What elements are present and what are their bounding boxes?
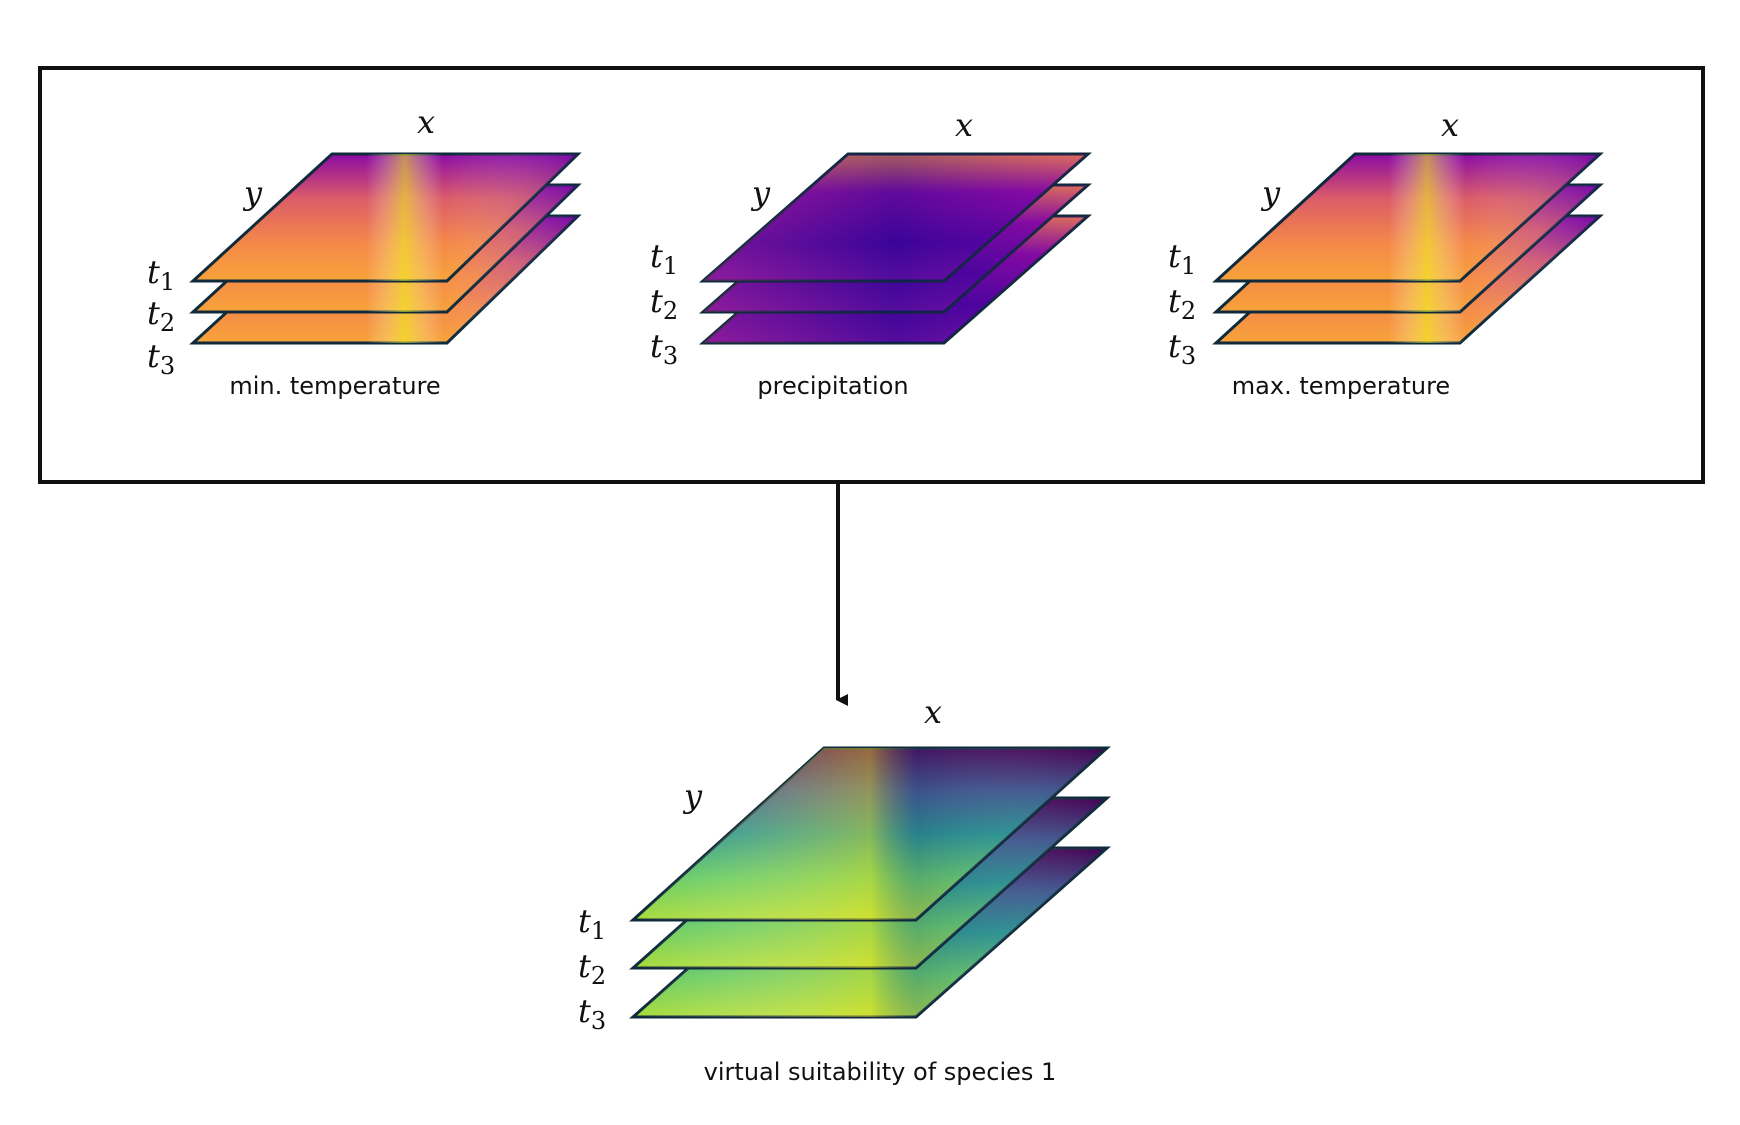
- time-label-t1: t1: [1168, 237, 1196, 280]
- min-temperature-stack: x y t1 t2 t3 min. temperature: [147, 103, 582, 400]
- axis-x-label: x: [417, 103, 435, 141]
- axis-x-label: x: [955, 106, 973, 144]
- layer-caption: virtual suitability of species 1: [704, 1058, 1057, 1086]
- axis-y-label: y: [242, 174, 263, 212]
- axis-y-label: y: [682, 777, 703, 815]
- time-label-t1: t1: [650, 237, 678, 280]
- axis-x-label: x: [1441, 106, 1459, 144]
- time-label-t3: t3: [650, 327, 678, 370]
- time-label-t2: t2: [147, 294, 175, 337]
- time-label-t1: t1: [147, 253, 175, 296]
- time-label-t2: t2: [578, 947, 606, 990]
- time-label-t2: t2: [1168, 282, 1196, 325]
- suitability-stack: x y t1 t2 t3 virtual suitability of spec…: [578, 693, 1111, 1086]
- max-temperature-stack: x y t1 t2 t3 max. temperature: [1168, 106, 1604, 400]
- inputs-box: [38, 66, 1705, 484]
- time-label-t1: t1: [578, 902, 606, 945]
- axis-y-label: y: [750, 174, 771, 212]
- layer-caption: precipitation: [757, 372, 908, 400]
- time-label-t2: t2: [650, 282, 678, 325]
- axis-y-label: y: [1260, 174, 1281, 212]
- axis-x-label: x: [924, 693, 942, 731]
- layer-caption: max. temperature: [1232, 372, 1450, 400]
- time-label-t3: t3: [1168, 327, 1196, 370]
- time-label-t3: t3: [578, 992, 606, 1035]
- time-label-t3: t3: [147, 337, 175, 380]
- layer-caption: min. temperature: [229, 372, 440, 400]
- precipitation-stack: x y t1 t2 t3 precipitation: [650, 106, 1092, 400]
